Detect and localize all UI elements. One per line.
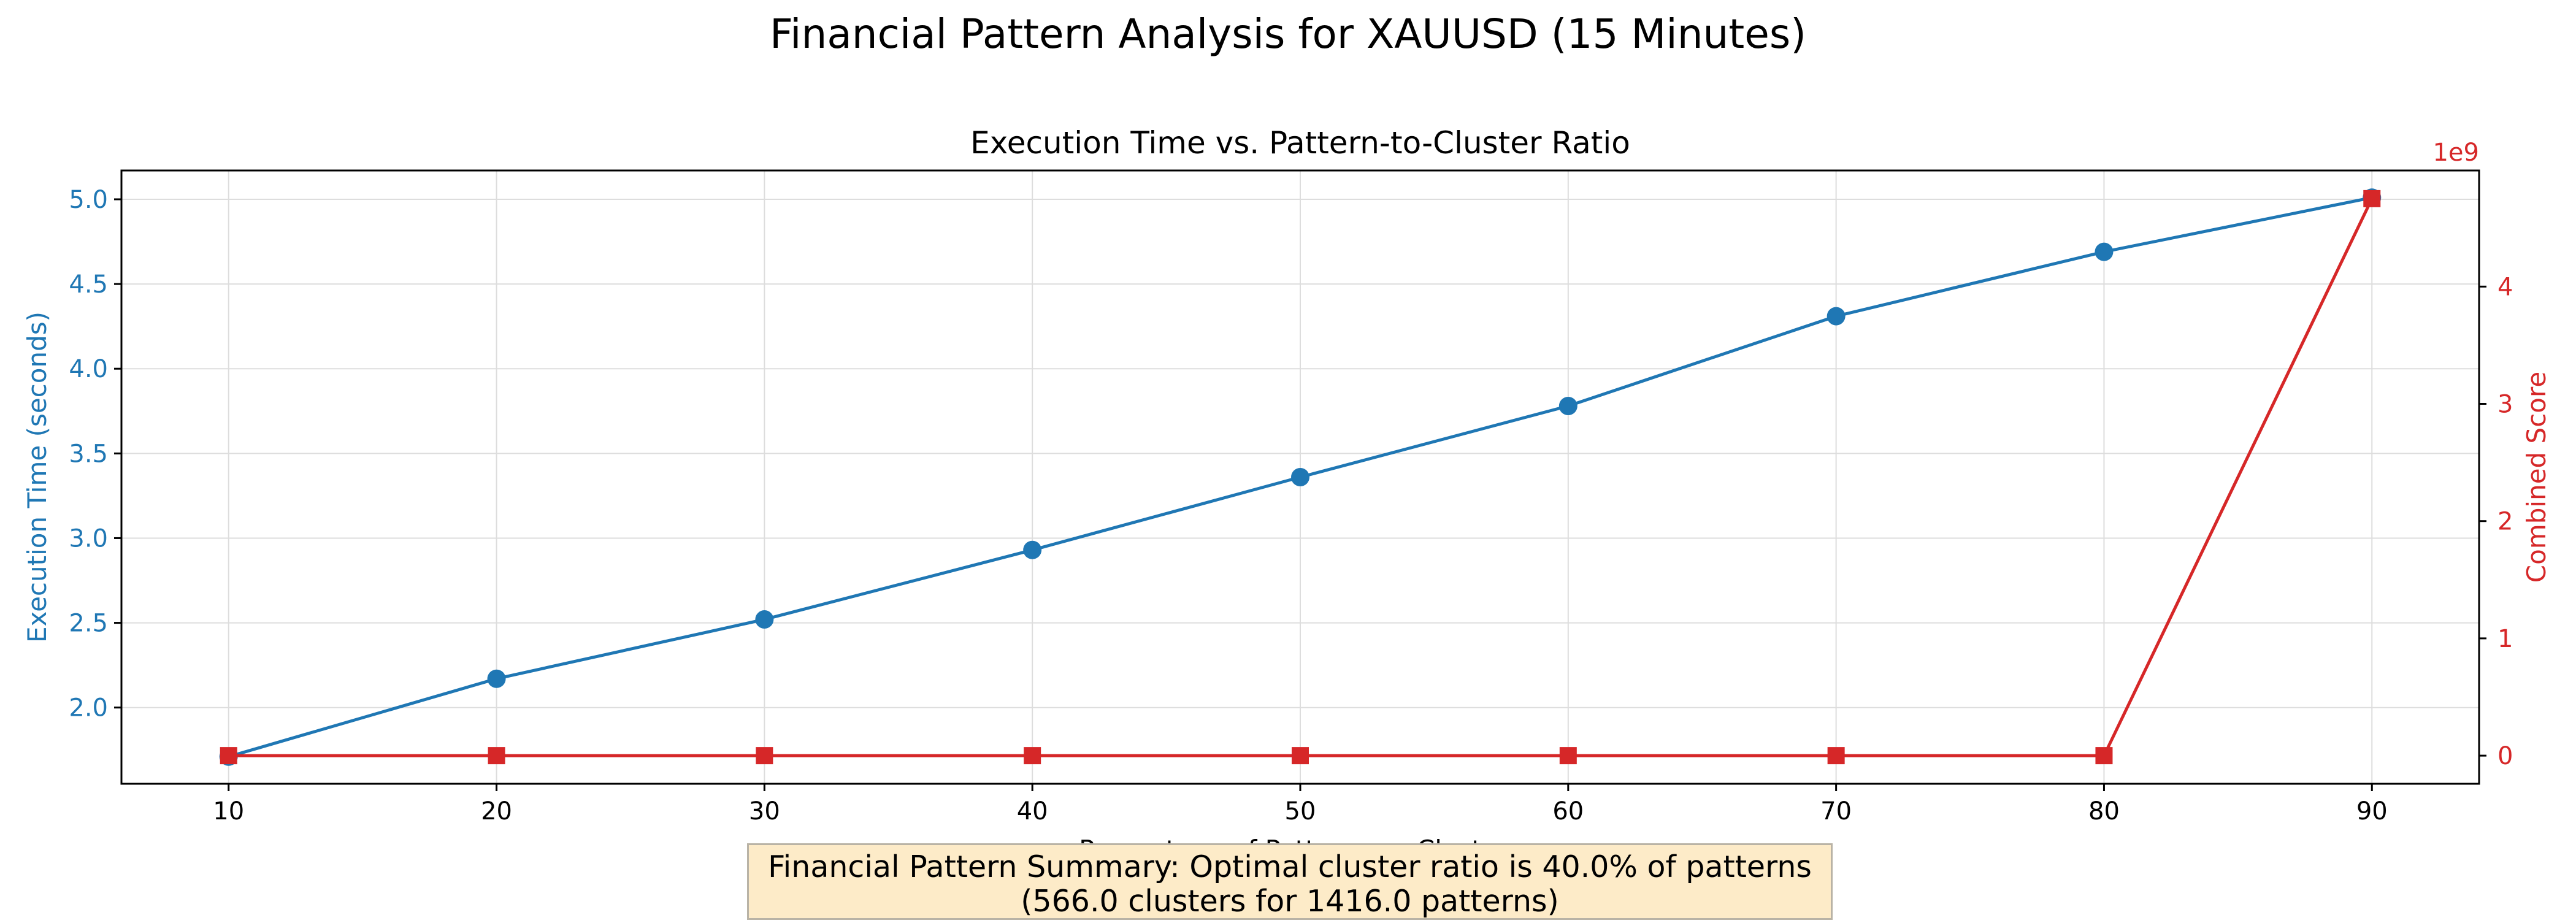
execution-time-point <box>2095 242 2114 261</box>
combined-score-point <box>1559 747 1577 765</box>
x-tick-label: 60 <box>1552 797 1584 825</box>
x-tick-label: 90 <box>2356 797 2388 825</box>
y-right-tick-label: 4 <box>2497 273 2513 301</box>
x-tick-label: 50 <box>1285 797 1316 825</box>
x-tick-label: 40 <box>1017 797 1048 825</box>
execution-time-point <box>1023 540 1042 559</box>
x-tick-label: 30 <box>749 797 780 825</box>
x-tick-label: 20 <box>481 797 512 825</box>
y-axis-left-label: Execution Time (seconds) <box>22 312 52 643</box>
summary-line-1: Financial Pattern Summary: Optimal clust… <box>768 849 1812 884</box>
y-axis-right-label: Combined Score <box>2521 372 2551 583</box>
series-layer <box>219 188 2382 766</box>
x-tick-label: 10 <box>213 797 244 825</box>
y-left-tick-label: 3.0 <box>69 524 108 553</box>
y-right-tick-label: 2 <box>2497 508 2513 536</box>
y-axis-right-offset-label: 1e9 <box>2432 139 2479 167</box>
combined-score-point <box>488 747 505 765</box>
y-left-tick-label: 3.5 <box>69 440 108 468</box>
y-left-tick-label: 5.0 <box>69 186 108 214</box>
y-left-tick-label: 2.0 <box>69 694 108 722</box>
execution-time-point <box>487 669 506 688</box>
combined-score-point <box>220 747 237 765</box>
execution-time-point <box>1827 307 1846 326</box>
execution-time-point <box>1291 468 1309 486</box>
x-tick-label: 80 <box>2088 797 2120 825</box>
y-right-tick-label: 0 <box>2497 742 2513 770</box>
combined-score-point <box>1292 747 1309 765</box>
y-right-tick-label: 3 <box>2497 390 2513 418</box>
combined-score-point <box>2095 747 2113 765</box>
grid <box>121 170 2479 784</box>
combined-score-point <box>1827 747 1845 765</box>
y-left-tick-label: 4.0 <box>69 355 108 383</box>
chart-title: Execution Time vs. Pattern-to-Cluster Ra… <box>970 125 1630 161</box>
summary-box: Financial Pattern Summary: Optimal clust… <box>747 843 1833 920</box>
summary-line-2: (566.0 clusters for 1416.0 patterns) <box>1021 884 1559 919</box>
y-left-tick-label: 4.5 <box>69 270 108 299</box>
y-right-tick-label: 1 <box>2497 625 2513 653</box>
combined-score-point <box>1024 747 1041 765</box>
combined-score-point <box>2363 190 2381 207</box>
execution-time-point <box>1558 396 1577 415</box>
ticks-layer: 10 20 30 40 50 60 70 80 90 2.0 2.5 3.0 3.5 4.0 4.5 5.0 0… <box>69 186 2513 825</box>
execution-time-point <box>755 610 774 629</box>
x-tick-label: 70 <box>1820 797 1852 825</box>
y-left-tick-label: 2.5 <box>69 610 108 638</box>
figure-suptitle: Financial Pattern Analysis for XAUUSD (1… <box>770 10 1806 58</box>
combined-score-point <box>756 747 773 765</box>
